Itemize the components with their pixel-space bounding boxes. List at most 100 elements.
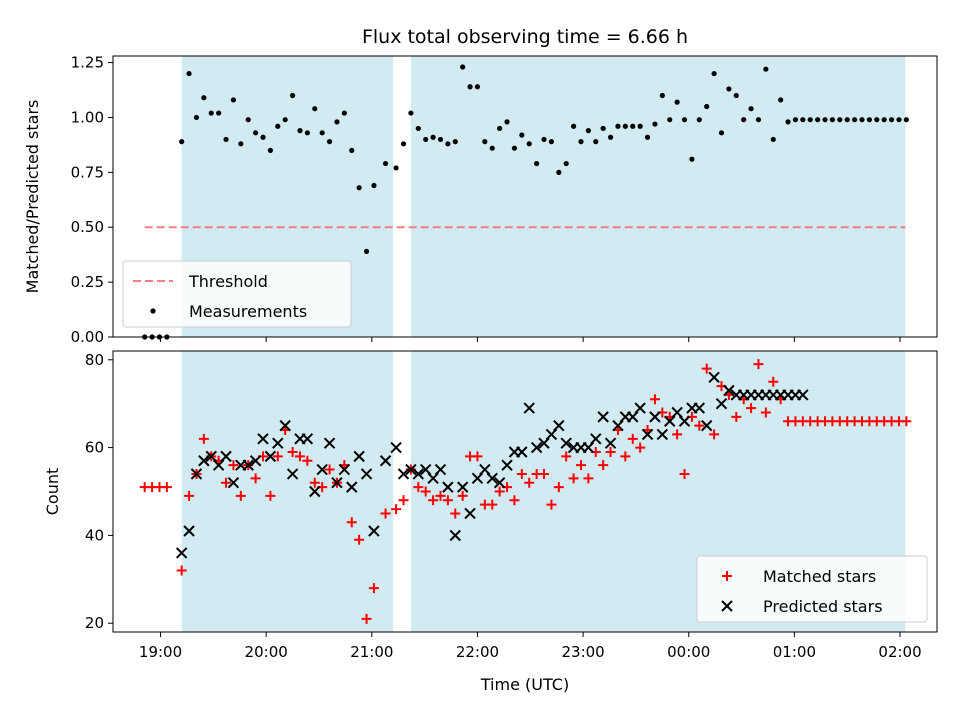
- data-point: [711, 70, 717, 77]
- data-point: [449, 529, 461, 542]
- data-point: [412, 468, 425, 480]
- data-point: [701, 363, 712, 374]
- data-point: [709, 429, 720, 440]
- data-point: [637, 123, 643, 129]
- data-point: [704, 103, 710, 110]
- data-point: [598, 460, 609, 471]
- data-point: [511, 145, 518, 151]
- data-point: [253, 130, 259, 136]
- data-point: [708, 371, 720, 384]
- legend: Threshold Measurements: [122, 260, 352, 328]
- data-point: [346, 481, 358, 493]
- data-point: [509, 495, 520, 506]
- data-point: [649, 411, 661, 423]
- data-point: [489, 145, 495, 151]
- data-point: [844, 117, 850, 123]
- data-point: [183, 525, 195, 537]
- data-point: [334, 119, 340, 125]
- data-point: [216, 110, 222, 116]
- data-point: [539, 468, 550, 479]
- data-point: [568, 473, 579, 484]
- data-point: [201, 95, 207, 101]
- data-point: [301, 433, 314, 445]
- data-point: [435, 490, 446, 501]
- data-point: [644, 134, 651, 140]
- data-point: [289, 92, 296, 99]
- y-tick-label: 80: [85, 351, 104, 369]
- data-point: [741, 117, 747, 123]
- data-point: [493, 477, 506, 489]
- data-point: [733, 92, 739, 99]
- data-point: [452, 139, 458, 145]
- y-tick-label: 1.25: [71, 54, 104, 72]
- data-point: [208, 110, 214, 116]
- data-point: [467, 84, 473, 90]
- data-point: [319, 130, 325, 136]
- data-point: [620, 451, 631, 462]
- data-point: [380, 508, 391, 519]
- data-point: [331, 477, 343, 489]
- data-point: [583, 473, 594, 484]
- data-point: [324, 464, 335, 475]
- data-point: [400, 141, 407, 147]
- data-point: [674, 99, 680, 105]
- legend-box: [696, 555, 928, 623]
- data-point: [516, 468, 527, 479]
- data-point: [360, 468, 373, 480]
- data-point: [326, 139, 333, 145]
- data-point: [597, 411, 609, 423]
- data-point: [770, 136, 776, 143]
- legend-label: Matched stars: [763, 567, 876, 586]
- data-point: [627, 433, 638, 444]
- data-point: [349, 147, 355, 153]
- data-point: [379, 455, 392, 467]
- legend-swatch: [150, 308, 156, 314]
- data-point: [768, 376, 779, 387]
- data-point: [286, 468, 299, 480]
- data-point: [457, 490, 468, 501]
- y-tick-label: 0.25: [71, 273, 104, 291]
- data-point: [516, 446, 528, 458]
- data-point: [391, 504, 402, 515]
- legend-label: Measurements: [189, 302, 307, 321]
- data-point: [755, 117, 762, 123]
- data-point: [652, 121, 658, 127]
- data-point: [672, 429, 683, 440]
- legend: Matched stars Predicted stars: [696, 555, 928, 623]
- data-point: [363, 248, 370, 254]
- y-tick-label: 40: [85, 526, 104, 544]
- data-point: [541, 136, 547, 143]
- data-point: [607, 134, 614, 140]
- data-point: [397, 468, 410, 480]
- data-point: [356, 185, 362, 191]
- data-point: [726, 86, 732, 92]
- legend-label: Threshold: [188, 272, 268, 291]
- data-point: [829, 117, 836, 123]
- data-point: [287, 446, 298, 457]
- x-tick-label: 22:00: [456, 643, 499, 661]
- data-point: [563, 160, 569, 167]
- data-point: [807, 117, 813, 123]
- data-point: [570, 123, 577, 129]
- y-tick-label: 1.00: [71, 108, 104, 126]
- data-point: [227, 477, 240, 489]
- data-point: [434, 463, 447, 476]
- data-point: [368, 525, 380, 537]
- data-point: [190, 468, 203, 480]
- data-point: [260, 134, 266, 140]
- data-point: [497, 125, 503, 132]
- data-point: [220, 450, 232, 463]
- y-tick-label: 60: [85, 439, 104, 457]
- data-point: [323, 437, 336, 449]
- data-point: [228, 460, 239, 471]
- data-point: [423, 136, 429, 143]
- data-point: [302, 455, 313, 466]
- data-point: [297, 128, 303, 134]
- data-point: [341, 110, 347, 116]
- data-point: [494, 486, 505, 497]
- data-point: [519, 132, 525, 138]
- data-point: [437, 136, 444, 143]
- data-point: [560, 437, 572, 449]
- data-point: [746, 403, 757, 414]
